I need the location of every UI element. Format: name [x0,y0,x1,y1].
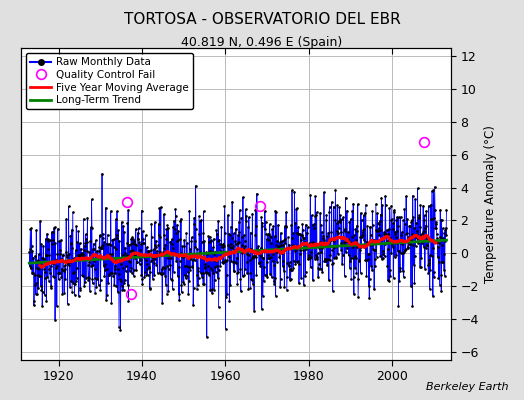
Y-axis label: Temperature Anomaly (°C): Temperature Anomaly (°C) [484,125,497,283]
Text: 40.819 N, 0.496 E (Spain): 40.819 N, 0.496 E (Spain) [181,36,343,49]
Text: Berkeley Earth: Berkeley Earth [426,382,508,392]
Legend: Raw Monthly Data, Quality Control Fail, Five Year Moving Average, Long-Term Tren: Raw Monthly Data, Quality Control Fail, … [26,53,193,109]
Text: TORTOSA - OBSERVATORIO DEL EBR: TORTOSA - OBSERVATORIO DEL EBR [124,12,400,27]
